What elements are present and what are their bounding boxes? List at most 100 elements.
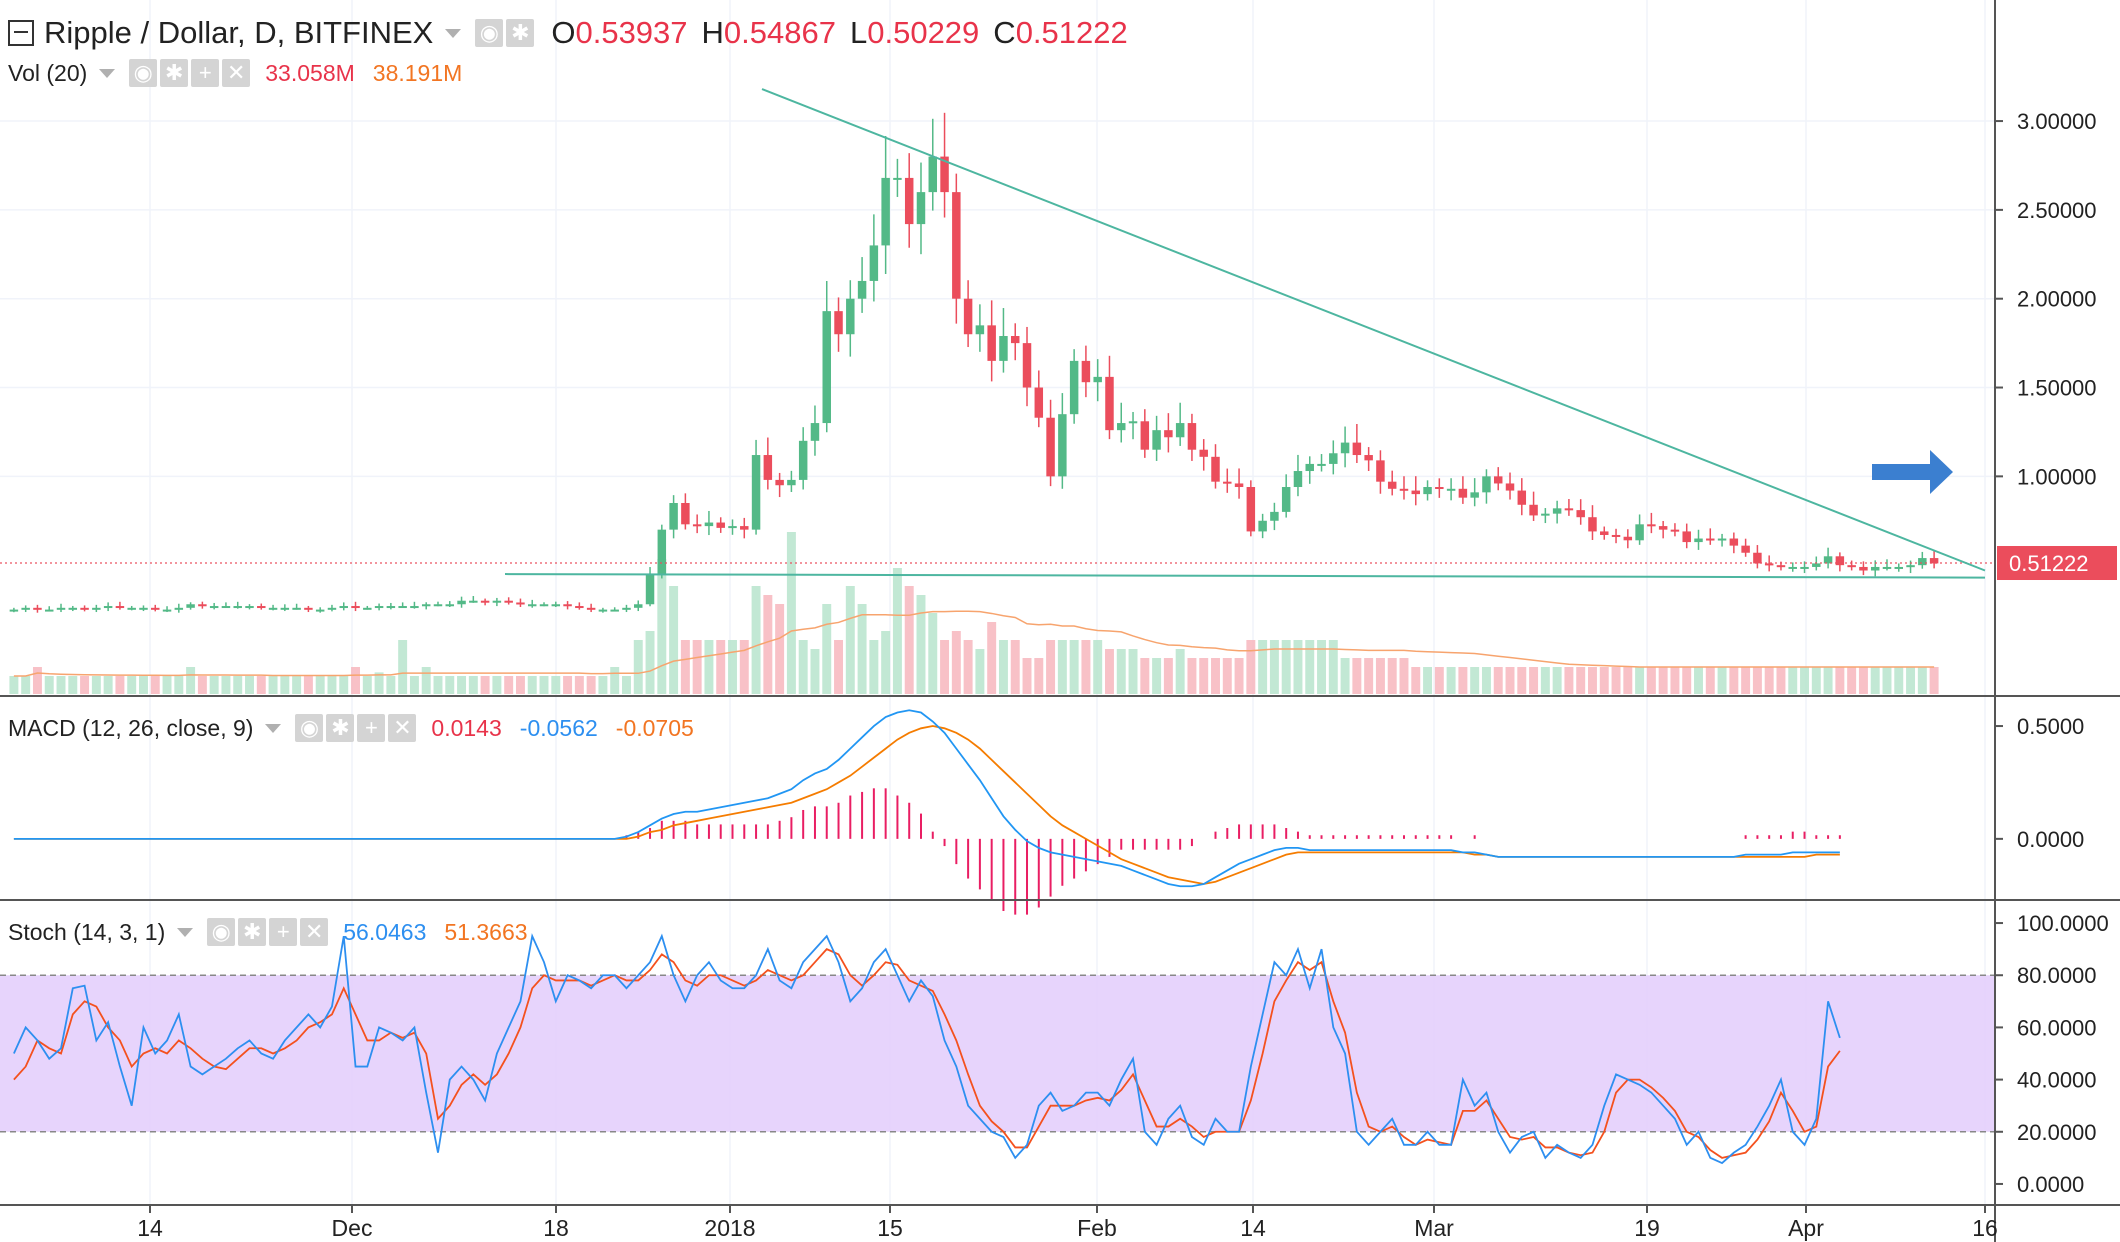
- volume-bar: [527, 676, 537, 694]
- gear-icon[interactable]: ✱: [160, 59, 189, 87]
- volume-bar: [1375, 658, 1385, 694]
- close-icon[interactable]: ✕: [222, 59, 251, 87]
- volume-bar: [1658, 667, 1668, 694]
- candle-body: [1446, 488, 1456, 491]
- volume-bar: [433, 676, 443, 694]
- volume-bar: [1317, 640, 1327, 694]
- candle-body: [1317, 463, 1326, 466]
- close-icon[interactable]: ✕: [300, 918, 329, 946]
- candle-body: [598, 609, 608, 612]
- candle-body: [999, 336, 1008, 361]
- close-icon[interactable]: ✕: [388, 714, 417, 742]
- candle-body: [751, 455, 761, 530]
- volume-bar: [574, 676, 584, 694]
- plus-icon[interactable]: +: [269, 918, 298, 946]
- candle-body: [1081, 360, 1091, 383]
- volume-bar: [669, 586, 679, 694]
- high-label: H: [701, 15, 724, 50]
- volume-bar: [515, 676, 525, 694]
- time-tick-label: 18: [543, 1215, 569, 1241]
- eye-icon[interactable]: ◉: [475, 19, 504, 47]
- gear-icon[interactable]: ✱: [238, 918, 267, 946]
- volume-bar: [704, 640, 714, 694]
- eye-icon[interactable]: ◉: [295, 714, 324, 742]
- volume-bar: [1929, 667, 1939, 694]
- candle-body: [1717, 538, 1727, 541]
- plus-icon[interactable]: +: [191, 59, 220, 87]
- volume-bar: [1163, 658, 1173, 694]
- volume-bar: [1187, 658, 1197, 694]
- time-tick-label: Dec: [332, 1215, 373, 1241]
- gear-icon[interactable]: ✱: [506, 19, 535, 47]
- volume-bar: [468, 676, 478, 694]
- volume-bar: [1093, 640, 1103, 694]
- candle-body: [257, 606, 266, 609]
- candle-body: [1340, 442, 1350, 454]
- candle-body: [1058, 414, 1067, 477]
- candle-body: [292, 607, 301, 610]
- candle-body: [1812, 563, 1821, 567]
- volume-bar: [398, 640, 408, 694]
- chevron-down-icon[interactable]: [265, 723, 282, 733]
- volume-bar: [1623, 667, 1633, 694]
- candle-body: [551, 604, 561, 607]
- arrow-shape: [1872, 450, 1953, 494]
- candle-body: [987, 325, 996, 361]
- candle-body: [1611, 534, 1621, 537]
- volume-legend: Vol (20) ◉ ✱ + ✕ 33.058M 38.191M: [8, 56, 462, 90]
- low-value: 0.50229: [867, 15, 980, 50]
- volume-bar: [1540, 667, 1550, 694]
- candle-body: [33, 607, 42, 610]
- volume-bar: [834, 640, 844, 694]
- main-legend: Ripple / Dollar, D, BITFINEX ◉ ✱ O 0.539…: [0, 10, 1128, 56]
- candle-body: [1246, 487, 1256, 532]
- candle-body: [1140, 421, 1150, 450]
- candle-body: [1623, 536, 1633, 541]
- volume-bar: [1152, 658, 1162, 694]
- price-candles: [0, 112, 1995, 613]
- stoch-tick-label: 80.0000: [2017, 963, 2097, 988]
- time-tick-label: 19: [1634, 1215, 1660, 1241]
- eye-icon[interactable]: ◉: [207, 918, 236, 946]
- volume-ma-line: [13, 610, 1935, 677]
- candle-body: [575, 606, 584, 609]
- candle-body: [1258, 520, 1267, 532]
- candle-body: [80, 607, 89, 610]
- candle-body: [1293, 471, 1303, 488]
- candle-body: [421, 604, 431, 607]
- candle-body: [728, 526, 737, 529]
- trend-line-support: [504, 573, 1986, 579]
- candle-body: [1364, 455, 1373, 461]
- volume-bar: [1894, 667, 1904, 694]
- price-tick-label: 2.50000: [2017, 198, 2097, 223]
- candle-body: [1493, 476, 1503, 484]
- volume-bar: [1116, 649, 1126, 694]
- volume-bar: [386, 676, 396, 694]
- volume-bar: [680, 640, 690, 694]
- gear-icon[interactable]: ✱: [326, 714, 355, 742]
- macd-legend: MACD (12, 26, close, 9) ◉ ✱ + ✕ 0.0143 -…: [8, 711, 694, 745]
- candle-body: [881, 177, 890, 246]
- volume-bar: [904, 586, 914, 694]
- chevron-down-icon[interactable]: [99, 68, 116, 78]
- eye-icon[interactable]: ◉: [129, 59, 158, 87]
- collapse-icon[interactable]: [8, 20, 34, 46]
- candle-body: [1823, 556, 1833, 564]
- candle-body: [1541, 513, 1550, 516]
- plus-icon[interactable]: +: [357, 714, 386, 742]
- volume-bar: [162, 676, 172, 694]
- candle-body: [469, 600, 478, 603]
- price-tick-label: 1.50000: [2017, 376, 2097, 401]
- candle-body: [940, 156, 949, 193]
- chevron-down-icon[interactable]: [445, 28, 462, 38]
- volume-ma-value: 38.191M: [372, 59, 463, 86]
- volume-bar: [563, 676, 573, 694]
- candle-body: [527, 604, 537, 607]
- candle-body: [1270, 511, 1279, 521]
- volume-bar: [775, 604, 785, 694]
- chevron-down-icon[interactable]: [177, 927, 194, 937]
- candle-body: [1929, 558, 1939, 564]
- volume-bar: [916, 595, 926, 694]
